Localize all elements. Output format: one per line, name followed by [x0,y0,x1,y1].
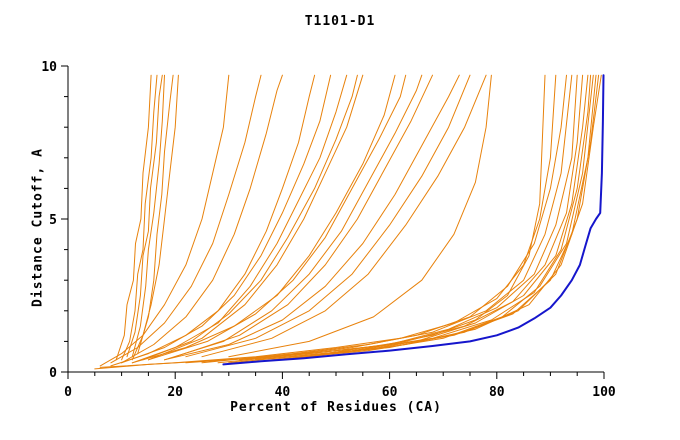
y-tick-label: 5 [49,213,57,228]
y-tick-label: 0 [49,366,57,381]
model-series-line [121,74,332,364]
model-series-line [110,74,316,367]
highlight-series-line [222,74,605,366]
model-series-line [185,74,471,358]
x-tick-label: 20 [167,385,183,400]
model-series-line [94,74,546,370]
model-series-line [201,74,487,358]
model-series-line [131,74,179,361]
x-tick-label: 100 [592,385,616,400]
model-series-line [115,74,152,361]
chart-title: T1101-D1 [304,14,376,29]
model-series-line [131,74,348,364]
model-series-line [131,74,165,358]
x-tick-label: 60 [382,385,398,400]
model-series-line [99,74,557,368]
model-series-line [217,74,578,364]
y-tick-label: 10 [41,60,57,75]
model-series-line [164,74,423,361]
x-tick-label: 0 [64,385,72,400]
model-series-line [164,74,460,361]
model-series-line [147,74,364,361]
model-series-line [228,74,584,364]
model-series-line [271,74,594,361]
model-series-line [185,74,567,364]
model-series-line [110,74,262,364]
model-series-line [174,74,433,358]
model-series-line [121,74,283,364]
model-series-line [99,74,230,367]
model-series-line [147,74,407,361]
model-series-line [308,74,602,358]
model-series-line [126,74,163,358]
model-series-line [228,74,492,358]
model-series-line [201,74,573,364]
model-series-line [131,74,396,364]
x-axis-label: Percent of Residues (CA) [230,400,442,415]
model-series-line [137,74,174,355]
x-tick-label: 40 [275,385,291,400]
model-series-line [142,74,358,361]
model-series-line [121,74,158,361]
x-tick-label: 80 [489,385,505,400]
